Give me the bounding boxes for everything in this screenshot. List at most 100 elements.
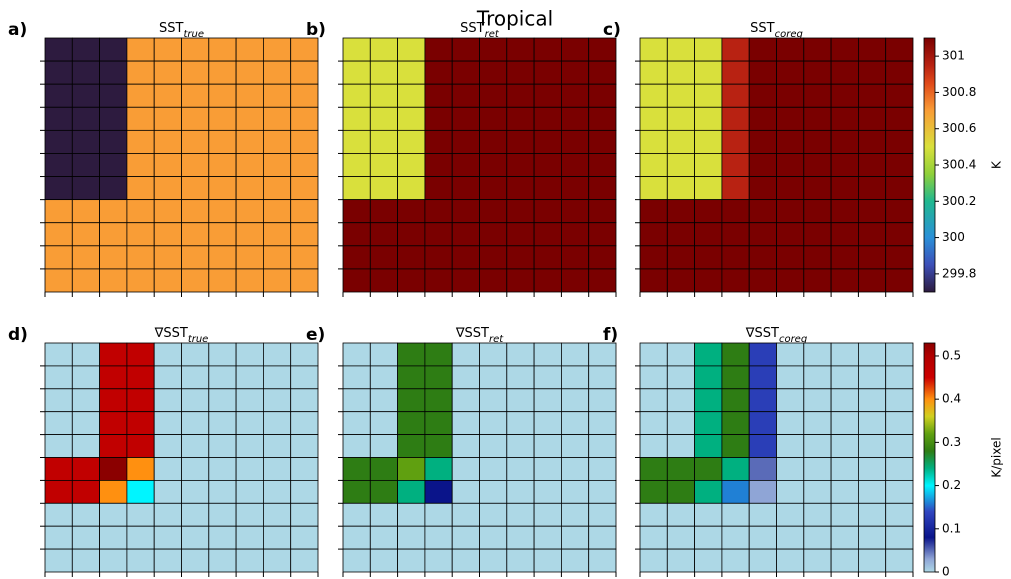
cell xyxy=(235,411,264,436)
cell xyxy=(561,434,590,458)
cell xyxy=(506,365,535,390)
cell xyxy=(533,37,562,62)
cell xyxy=(830,342,859,367)
cell xyxy=(342,129,371,154)
cell xyxy=(588,502,617,527)
cell xyxy=(235,525,264,550)
cell xyxy=(290,83,319,108)
cell xyxy=(44,60,73,85)
cell xyxy=(776,153,805,177)
cell xyxy=(342,548,371,573)
cell xyxy=(397,548,426,573)
cell xyxy=(208,388,237,413)
cell xyxy=(830,268,859,293)
cell xyxy=(397,457,426,481)
cell xyxy=(830,434,859,458)
cell xyxy=(748,388,777,413)
cell xyxy=(153,176,182,201)
cell xyxy=(694,388,723,413)
cell xyxy=(290,199,319,224)
cell xyxy=(181,411,210,436)
cell xyxy=(262,388,292,413)
title-main: ∇SST xyxy=(455,326,489,341)
cell xyxy=(858,106,887,131)
cell xyxy=(208,548,237,573)
cell xyxy=(858,176,887,201)
cell xyxy=(885,176,914,201)
cell xyxy=(479,502,508,527)
cell xyxy=(533,365,562,390)
cell xyxy=(424,83,453,108)
cell xyxy=(369,83,398,108)
cell xyxy=(721,245,750,270)
cell xyxy=(99,388,128,413)
cell xyxy=(830,365,859,390)
cell xyxy=(639,525,668,550)
cell xyxy=(588,342,617,367)
cell xyxy=(830,525,859,550)
cell xyxy=(126,548,155,573)
cell xyxy=(262,479,292,504)
cell xyxy=(803,548,832,573)
cell xyxy=(588,388,617,413)
cell xyxy=(181,83,210,108)
cell xyxy=(262,342,292,367)
cell xyxy=(290,434,319,458)
cell xyxy=(71,83,101,108)
cell xyxy=(424,153,453,177)
cell xyxy=(44,245,73,270)
cell xyxy=(533,434,562,458)
cell xyxy=(397,106,426,131)
cell xyxy=(639,199,668,224)
panel-title: SSTcoreg xyxy=(750,21,803,40)
cell xyxy=(181,153,210,177)
cell xyxy=(561,479,590,504)
cell xyxy=(776,83,805,108)
cell xyxy=(830,60,859,85)
cell xyxy=(99,548,128,573)
cell xyxy=(235,388,264,413)
cell xyxy=(533,106,562,131)
cell xyxy=(588,365,617,390)
cell xyxy=(126,388,155,413)
cell xyxy=(479,83,508,108)
cell xyxy=(506,268,535,293)
cell xyxy=(262,245,292,270)
cell xyxy=(208,525,237,550)
cell xyxy=(748,83,777,108)
cell xyxy=(71,411,101,436)
cell xyxy=(694,60,723,85)
cell xyxy=(561,548,590,573)
cell xyxy=(235,479,264,504)
colorbar-tick-label: 300.6 xyxy=(942,121,976,135)
cell xyxy=(262,176,292,201)
cell xyxy=(44,199,73,224)
cell xyxy=(776,365,805,390)
cell xyxy=(290,268,319,293)
cell xyxy=(71,60,101,85)
cell xyxy=(561,411,590,436)
cell xyxy=(44,268,73,293)
cell xyxy=(830,106,859,131)
cell xyxy=(858,129,887,154)
colorbar-tick-label: 300.8 xyxy=(942,85,976,99)
cell xyxy=(290,153,319,177)
cell xyxy=(666,245,695,270)
cell xyxy=(397,199,426,224)
cell xyxy=(342,365,371,390)
cell xyxy=(721,525,750,550)
cell xyxy=(181,222,210,247)
cell xyxy=(397,434,426,458)
cell xyxy=(451,199,480,224)
cell xyxy=(721,342,750,367)
cell xyxy=(262,434,292,458)
cell xyxy=(181,388,210,413)
cell xyxy=(181,525,210,550)
cell xyxy=(424,176,453,201)
cell xyxy=(776,199,805,224)
cell xyxy=(71,342,101,367)
cell xyxy=(588,411,617,436)
cell xyxy=(262,60,292,85)
panel-label: a) xyxy=(8,20,27,40)
cell xyxy=(451,60,480,85)
